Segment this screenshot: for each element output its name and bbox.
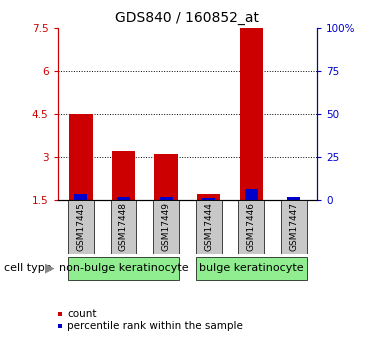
Text: GSM17446: GSM17446 (247, 202, 256, 252)
Bar (238, 200, 264, 254)
Bar (117, 197, 130, 200)
Bar (197, 194, 220, 200)
Bar (154, 154, 178, 200)
Bar (196, 200, 221, 254)
Text: GSM17445: GSM17445 (76, 202, 85, 252)
Text: non-bulge keratinocyte: non-bulge keratinocyte (59, 263, 188, 273)
Bar (75, 194, 87, 200)
Text: GSM17449: GSM17449 (161, 202, 171, 252)
Text: GSM17444: GSM17444 (204, 203, 213, 251)
Title: GDS840 / 160852_at: GDS840 / 160852_at (115, 11, 259, 25)
Text: ▶: ▶ (45, 261, 55, 274)
Bar (281, 200, 307, 254)
Text: percentile rank within the sample: percentile rank within the sample (67, 321, 243, 331)
Bar (69, 114, 93, 200)
Bar (202, 198, 215, 200)
Text: cell type: cell type (4, 263, 51, 273)
Bar (68, 257, 179, 280)
Bar (68, 200, 94, 254)
Bar (160, 197, 173, 200)
Bar (111, 200, 137, 254)
Bar (240, 28, 263, 200)
Bar (196, 257, 307, 280)
Text: count: count (67, 309, 97, 319)
Bar (112, 151, 135, 200)
Bar (288, 197, 300, 200)
Text: GSM17447: GSM17447 (289, 202, 298, 252)
Bar (153, 200, 179, 254)
Bar (245, 189, 257, 200)
Text: GSM17448: GSM17448 (119, 202, 128, 252)
Text: bulge keratinocyte: bulge keratinocyte (199, 263, 303, 273)
